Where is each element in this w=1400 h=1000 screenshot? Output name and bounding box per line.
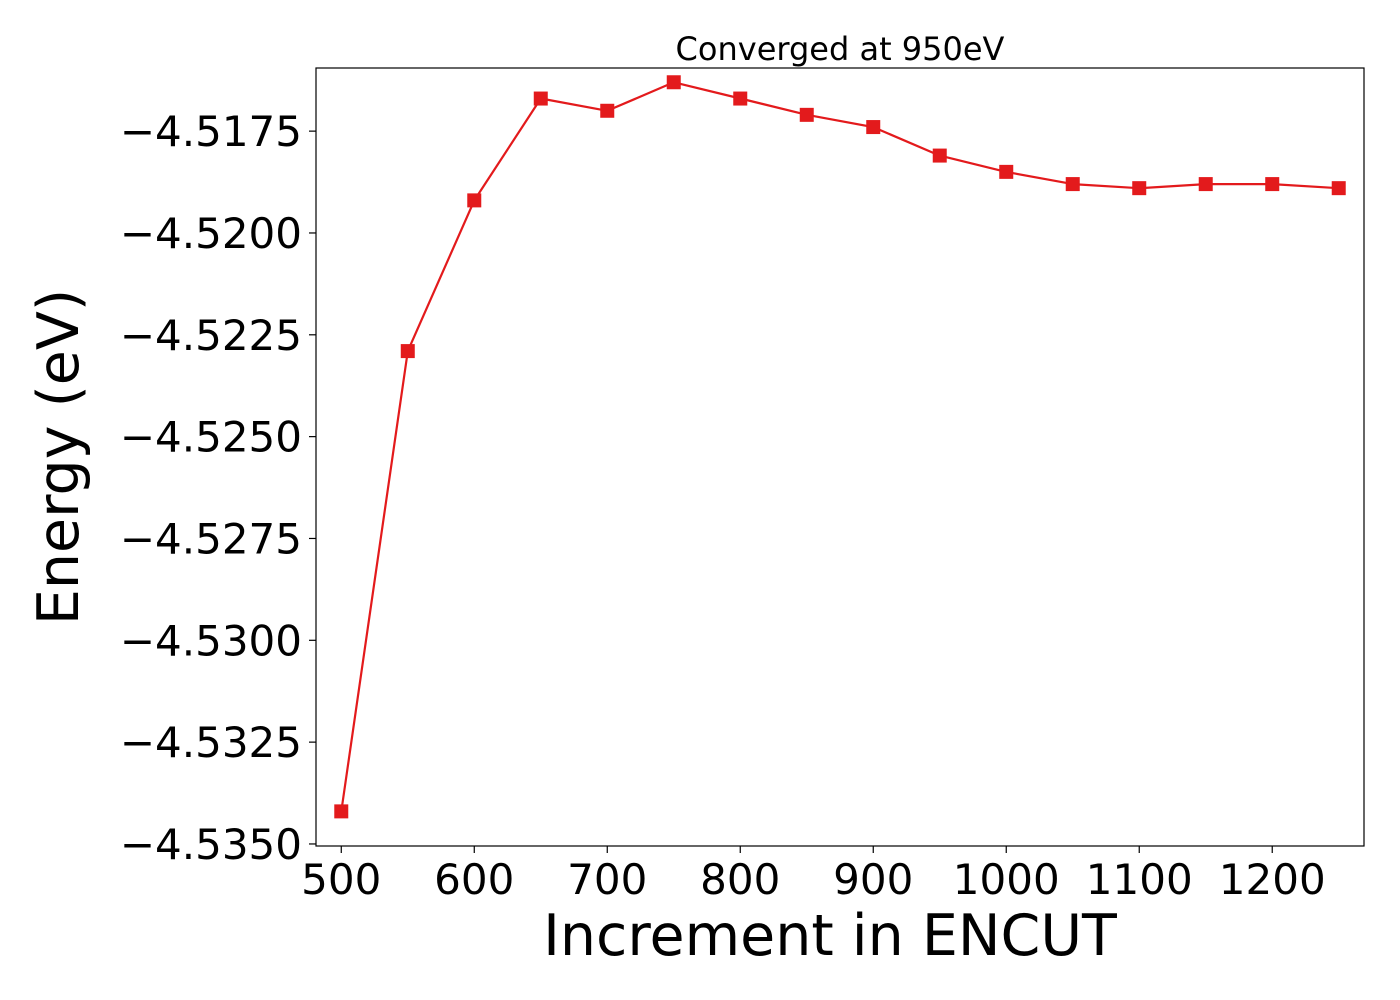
series-line <box>340 81 1339 812</box>
data-point-marker <box>866 120 881 135</box>
data-point-marker <box>733 91 748 106</box>
data-point-marker <box>1132 181 1147 196</box>
series-layer <box>334 75 1346 819</box>
x-axis-title: Increment in ENCUT <box>543 903 1117 969</box>
data-point-marker <box>467 193 482 208</box>
x-tick-label: 1000 <box>953 855 1060 904</box>
data-point-marker <box>666 75 681 90</box>
x-tick-label: 900 <box>833 855 913 904</box>
y-axis-title: Energy (eV) <box>26 289 92 625</box>
data-point-marker <box>1265 177 1280 192</box>
data-point-marker <box>600 103 615 118</box>
y-axis-ticks: −4.5175 −4.5200 −4.5225 −4.5250 −4.5275 −4.53… <box>120 107 316 869</box>
data-point-marker <box>799 107 814 122</box>
x-axis-ticks: 500 600 700 800 900 1000 1100 1200 <box>301 846 1326 904</box>
plot-area-frame <box>315 67 1365 847</box>
x-tick-label: 1200 <box>1219 855 1326 904</box>
data-point-marker <box>533 91 548 106</box>
chart-title: Converged at 950eV <box>676 30 1005 68</box>
y-tick-label: −4.5225 <box>120 311 302 360</box>
y-tick-label: −4.5175 <box>120 107 302 156</box>
data-point-marker <box>400 344 415 359</box>
data-point-marker <box>999 164 1014 179</box>
x-tick-label: 700 <box>567 855 647 904</box>
data-point-marker <box>1198 177 1213 192</box>
y-tick-label: −4.5250 <box>120 413 302 462</box>
y-tick-label: −4.5275 <box>120 514 302 563</box>
data-point-marker <box>1331 181 1346 196</box>
data-point-marker <box>334 804 349 819</box>
x-tick-label: 500 <box>301 855 381 904</box>
y-tick-label: −4.5200 <box>120 209 302 258</box>
y-tick-label: −4.5325 <box>120 718 302 767</box>
x-tick-label: 600 <box>434 855 514 904</box>
data-point-marker <box>1065 177 1080 192</box>
data-point-marker <box>932 148 947 163</box>
y-tick-label: −4.5350 <box>120 820 302 869</box>
x-tick-label: 800 <box>700 855 780 904</box>
x-tick-label: 1100 <box>1086 855 1193 904</box>
y-tick-label: −4.5300 <box>120 616 302 665</box>
